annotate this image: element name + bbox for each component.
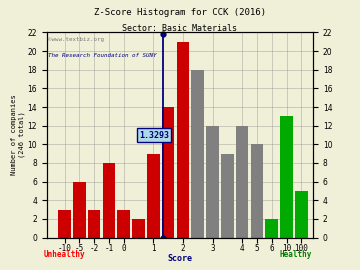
Bar xyxy=(251,144,263,238)
Text: Unhealthy: Unhealthy xyxy=(44,250,86,259)
Text: 1.3293: 1.3293 xyxy=(139,130,169,140)
Bar xyxy=(103,163,115,238)
Bar xyxy=(177,42,189,238)
Bar xyxy=(192,70,204,238)
Bar xyxy=(280,116,293,238)
Bar xyxy=(73,182,86,238)
Bar xyxy=(206,126,219,238)
Bar xyxy=(236,126,248,238)
Bar xyxy=(88,210,100,238)
Bar xyxy=(132,219,145,238)
Bar xyxy=(295,191,308,238)
Bar xyxy=(147,154,159,238)
Text: Healthy: Healthy xyxy=(279,250,311,259)
Text: The Research Foundation of SUNY: The Research Foundation of SUNY xyxy=(48,53,157,58)
Bar xyxy=(162,107,175,238)
Bar xyxy=(117,210,130,238)
Y-axis label: Number of companies
(246 total): Number of companies (246 total) xyxy=(11,94,25,176)
Text: Sector: Basic Materials: Sector: Basic Materials xyxy=(122,24,238,33)
Bar xyxy=(58,210,71,238)
Bar xyxy=(265,219,278,238)
X-axis label: Score: Score xyxy=(167,254,193,263)
Text: Z-Score Histogram for CCK (2016): Z-Score Histogram for CCK (2016) xyxy=(94,8,266,17)
Text: ©www.textbiz.org: ©www.textbiz.org xyxy=(48,37,104,42)
Bar xyxy=(221,154,234,238)
